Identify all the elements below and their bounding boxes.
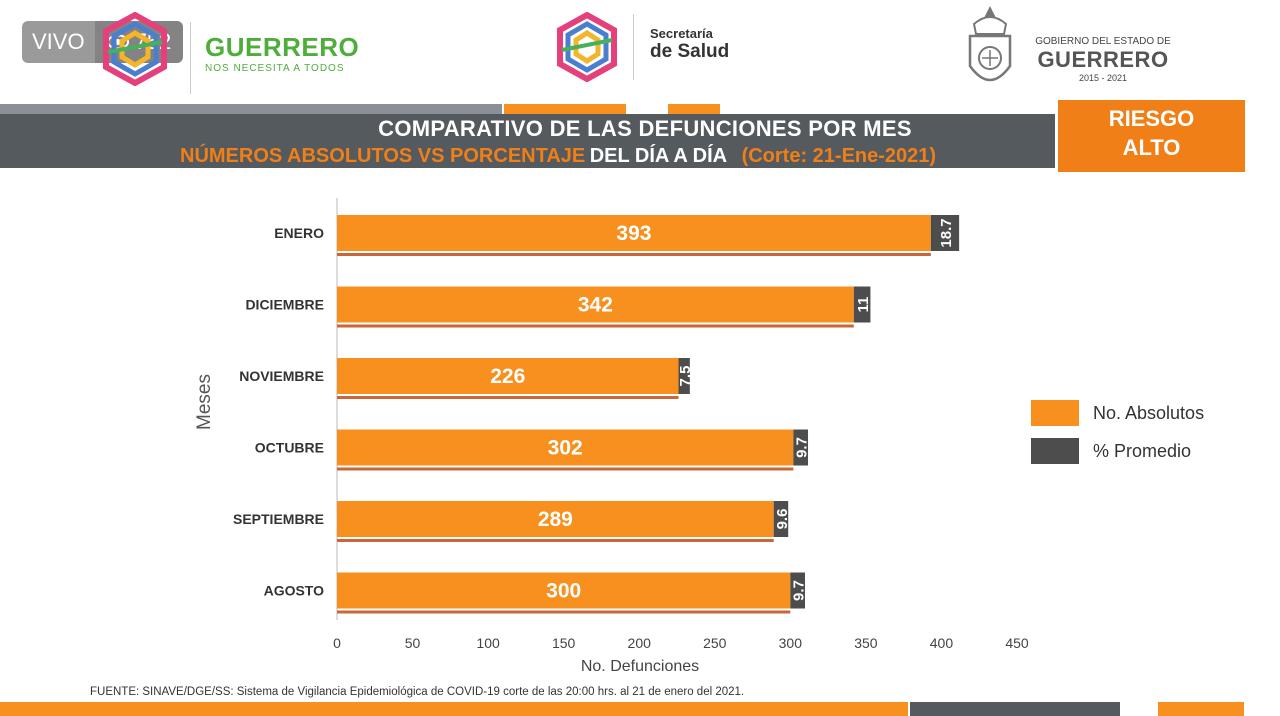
bar-promedio — [678, 358, 690, 394]
stripe-orange-small — [668, 104, 720, 114]
state-logo-text: GOBIERNO DEL ESTADO DE GUERRERO 2015 - 2… — [1033, 36, 1173, 83]
bar-underline — [337, 396, 679, 399]
bar-underline — [337, 253, 931, 256]
bar-underline — [337, 539, 774, 542]
guerrero-logo-text: GUERRERO NOS NECESITA A TODOS — [205, 32, 359, 74]
guerrero-logo-emblem — [98, 11, 172, 87]
x-tick-label: 100 — [476, 635, 500, 651]
salud-logo-emblem — [552, 11, 622, 83]
state-logo-line3: 2015 - 2021 — [1078, 73, 1128, 83]
bar-underline — [337, 610, 791, 614]
risk-line1: RIESGO — [1108, 106, 1195, 131]
guerrero-logo-title: GUERRERO — [205, 32, 360, 62]
bar-absolutos — [337, 286, 854, 323]
x-tick-label: 300 — [779, 635, 803, 651]
risk-badge: RIESGO ALTO — [1058, 100, 1245, 172]
data-label-absolutos: 300 — [546, 580, 581, 603]
bar-promedio — [793, 429, 809, 466]
stripe-orange — [504, 104, 626, 114]
category-label: OCTUBRE — [255, 440, 324, 456]
bar-absolutos — [337, 429, 794, 466]
legend-label-promedio: % Promedio — [1093, 440, 1192, 461]
chart-legend: No. Absolutos % Promedio — [1031, 400, 1204, 464]
legend-item-promedio: % Promedio — [1031, 438, 1204, 464]
data-label-absolutos: 342 — [578, 294, 613, 317]
salud-logo-line2: de Salud — [650, 41, 730, 62]
x-tick-label: 150 — [552, 635, 576, 651]
legend-item-absolutos: No. Absolutos — [1031, 400, 1204, 426]
bar-chart: 393 18.7 ENERO 342 11 DICIEMBRE 226 7.5 NOVIEMBR… — [194, 198, 1029, 675]
state-logo-line2: GUERRERO — [1037, 47, 1169, 72]
footer-stripe-gray — [910, 702, 1120, 716]
banner-title: COMPARATIVO DE LAS DEFUNCIONES POR MES — [378, 116, 912, 141]
state-shield-icon — [960, 4, 1020, 98]
salud-logo-line1: Secretaría — [650, 26, 713, 41]
footer-stripe-orange-small — [1158, 702, 1244, 716]
x-tick-label: 250 — [703, 635, 727, 651]
legend-swatch-orange — [1031, 400, 1079, 426]
source-note: FUENTE: SINAVE/DGE/SS: Sistema de Vigila… — [90, 686, 745, 698]
risk-line2: ALTO — [1122, 135, 1181, 160]
header-divider — [633, 14, 634, 80]
category-label: AGOSTO — [264, 583, 325, 599]
title-banner: COMPARATIVO DE LAS DEFUNCIONES POR MES N… — [0, 114, 1055, 168]
banner-subtitle: NÚMEROS ABSOLUTOS VS PORCENTAJE DEL DÍA … — [180, 145, 936, 168]
x-axis-title: No. Defunciones — [581, 658, 699, 675]
legend-swatch-dark — [1031, 438, 1079, 464]
header-divider — [190, 22, 191, 94]
bar-promedio — [773, 501, 789, 537]
data-label-promedio: 18.7 — [938, 218, 955, 247]
category-label: ENERO — [274, 225, 324, 241]
data-label-promedio: 9.7 — [794, 437, 811, 458]
data-label-absolutos: 289 — [538, 508, 573, 531]
banner-cut-date: (Corte: 21-Ene-2021) — [741, 145, 937, 167]
data-label-absolutos: 226 — [490, 365, 525, 388]
x-tick-label: 450 — [1005, 635, 1029, 651]
data-label-promedio: 11 — [855, 297, 872, 313]
data-label-promedio: 7.5 — [677, 366, 694, 387]
state-logo-line1: GOBIERNO DEL ESTADO DE — [1035, 36, 1171, 47]
bar-underline — [337, 467, 794, 471]
data-label-absolutos: 393 — [616, 222, 651, 245]
category-label: NOVIEMBRE — [239, 368, 324, 384]
banner-subtitle-white: DEL DÍA A DÍA — [589, 145, 728, 167]
x-tick-label: 0 — [333, 635, 341, 651]
bar-absolutos — [337, 358, 679, 394]
data-label-promedio: 9.7 — [791, 580, 808, 601]
banner-subtitle-orange: NÚMEROS ABSOLUTOS VS PORCENTAJE — [180, 145, 586, 167]
data-label-promedio: 9.6 — [774, 509, 791, 530]
data-label-absolutos: 302 — [548, 437, 583, 460]
bar-promedio — [790, 572, 805, 609]
x-tick-label: 400 — [930, 635, 954, 651]
x-tick-label: 200 — [628, 635, 652, 651]
category-label: SEPTIEMBRE — [233, 511, 324, 527]
x-tick-label: 50 — [405, 635, 421, 651]
bar-absolutos — [337, 501, 774, 537]
bar-promedio — [930, 215, 960, 251]
legend-label-absolutos: No. Absolutos — [1093, 402, 1205, 423]
x-tick-label: 350 — [854, 635, 878, 651]
guerrero-logo-subtitle: NOS NECESITA A TODOS — [205, 63, 345, 74]
bar-promedio — [853, 286, 871, 323]
y-axis-title: Meses — [194, 374, 215, 430]
salud-logo-text: Secretaría de Salud — [650, 26, 729, 63]
bar-absolutos — [337, 572, 791, 609]
category-label: DICIEMBRE — [245, 297, 324, 313]
bar-absolutos — [337, 215, 931, 251]
live-status: VIVO — [22, 21, 95, 63]
stripe-gray — [0, 104, 502, 114]
bar-underline — [337, 324, 854, 328]
footer-stripe-orange — [0, 702, 908, 716]
